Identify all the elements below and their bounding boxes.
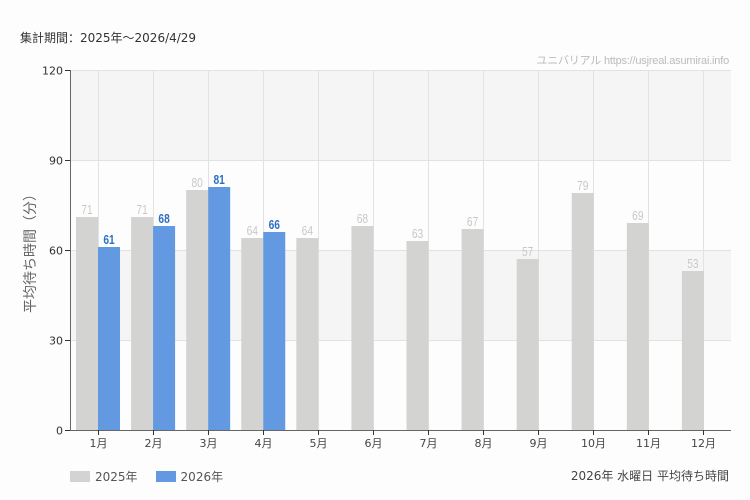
bar-2025[interactable] xyxy=(406,241,429,430)
grid-band xyxy=(70,250,731,340)
bar-2026[interactable] xyxy=(153,226,176,430)
chart-caption: 2026年 水曜日 平均待ち時間 xyxy=(570,469,729,483)
bar-2025[interactable] xyxy=(131,217,154,430)
bar-2025[interactable] xyxy=(241,238,264,430)
x-tick-label: 9月 xyxy=(530,437,548,450)
legend-swatch-2025 xyxy=(70,471,90,482)
bar-2026[interactable] xyxy=(98,247,120,430)
x-tick-label: 11月 xyxy=(636,437,661,450)
x-tick-label: 1月 xyxy=(90,437,108,450)
y-tick-label: 0 xyxy=(56,425,63,438)
bar-value-2025: 63 xyxy=(412,227,423,241)
site-credit: ユニバリアル https://usjreal.asumirai.info xyxy=(536,55,729,67)
x-tick-label: 10月 xyxy=(581,437,606,450)
bar-value-2025: 71 xyxy=(81,203,92,217)
y-tick-label: 60 xyxy=(49,245,63,258)
legend-swatch-2026 xyxy=(155,471,176,482)
y-tick-label: 30 xyxy=(49,335,63,348)
bar-2025[interactable] xyxy=(76,217,98,430)
x-tick-label: 5月 xyxy=(310,437,328,450)
aggregation-period: 集計期間：2025年～2026/4/29 xyxy=(20,31,197,45)
x-tick-label: 7月 xyxy=(420,437,438,450)
bar-value-2025: 57 xyxy=(522,245,533,259)
bar-2026[interactable] xyxy=(208,187,231,430)
bar-value-2026: 66 xyxy=(269,218,281,232)
background-bands xyxy=(70,70,731,340)
bar-value-2026: 68 xyxy=(158,212,170,226)
bar-value-2026: 61 xyxy=(103,233,115,247)
x-tick-label: 2月 xyxy=(145,437,163,450)
bar-value-2025: 53 xyxy=(687,257,698,271)
bar-value-2025: 64 xyxy=(302,224,314,238)
bar-2025[interactable] xyxy=(626,223,649,430)
bar-2025[interactable] xyxy=(351,226,374,430)
legend: 2025年 2026年 xyxy=(70,468,223,485)
x-tick-label: 6月 xyxy=(365,437,383,450)
x-tick-label: 4月 xyxy=(255,437,273,450)
bar-2025[interactable] xyxy=(186,190,209,430)
legend-item-2026[interactable]: 2026年 xyxy=(155,468,224,485)
x-tick-label: 8月 xyxy=(475,437,493,450)
bar-2026[interactable] xyxy=(263,232,286,430)
axes: 0 30 60 90 120 1月 2月 3月 4月 5月 6月 7月 8月 9月 10月 11月 12月 xyxy=(42,65,731,450)
bar-value-2025: 68 xyxy=(357,212,368,226)
grid-band xyxy=(70,70,731,160)
bar-value-2025: 79 xyxy=(577,179,588,193)
legend-item-2025[interactable]: 2025年 xyxy=(70,468,138,485)
legend-label-2026: 2026年 xyxy=(180,470,224,484)
bar-value-2025: 67 xyxy=(467,215,478,229)
x-tick-label: 12月 xyxy=(691,437,716,450)
bar-2025[interactable] xyxy=(681,271,704,430)
bar-value-2025: 69 xyxy=(632,209,643,223)
bars xyxy=(76,187,704,430)
x-tick-label: 3月 xyxy=(200,437,218,450)
bar-value-2025: 64 xyxy=(247,224,259,238)
bar-value-2026: 81 xyxy=(213,173,225,187)
bar-2025[interactable] xyxy=(461,229,484,430)
legend-label-2025: 2025年 xyxy=(95,470,138,484)
y-tick-label: 90 xyxy=(49,155,63,168)
bar-2025[interactable] xyxy=(516,259,539,430)
bar-value-labels: 71 61 71 68 80 81 64 66 64 68 63 67 57 79 69 53 xyxy=(81,173,698,271)
bar-2025[interactable] xyxy=(296,238,319,430)
y-tick-label: 120 xyxy=(42,65,63,78)
bar-2025[interactable] xyxy=(571,193,594,430)
bar-value-2025: 71 xyxy=(136,203,147,217)
bar-value-2025: 80 xyxy=(191,176,203,190)
